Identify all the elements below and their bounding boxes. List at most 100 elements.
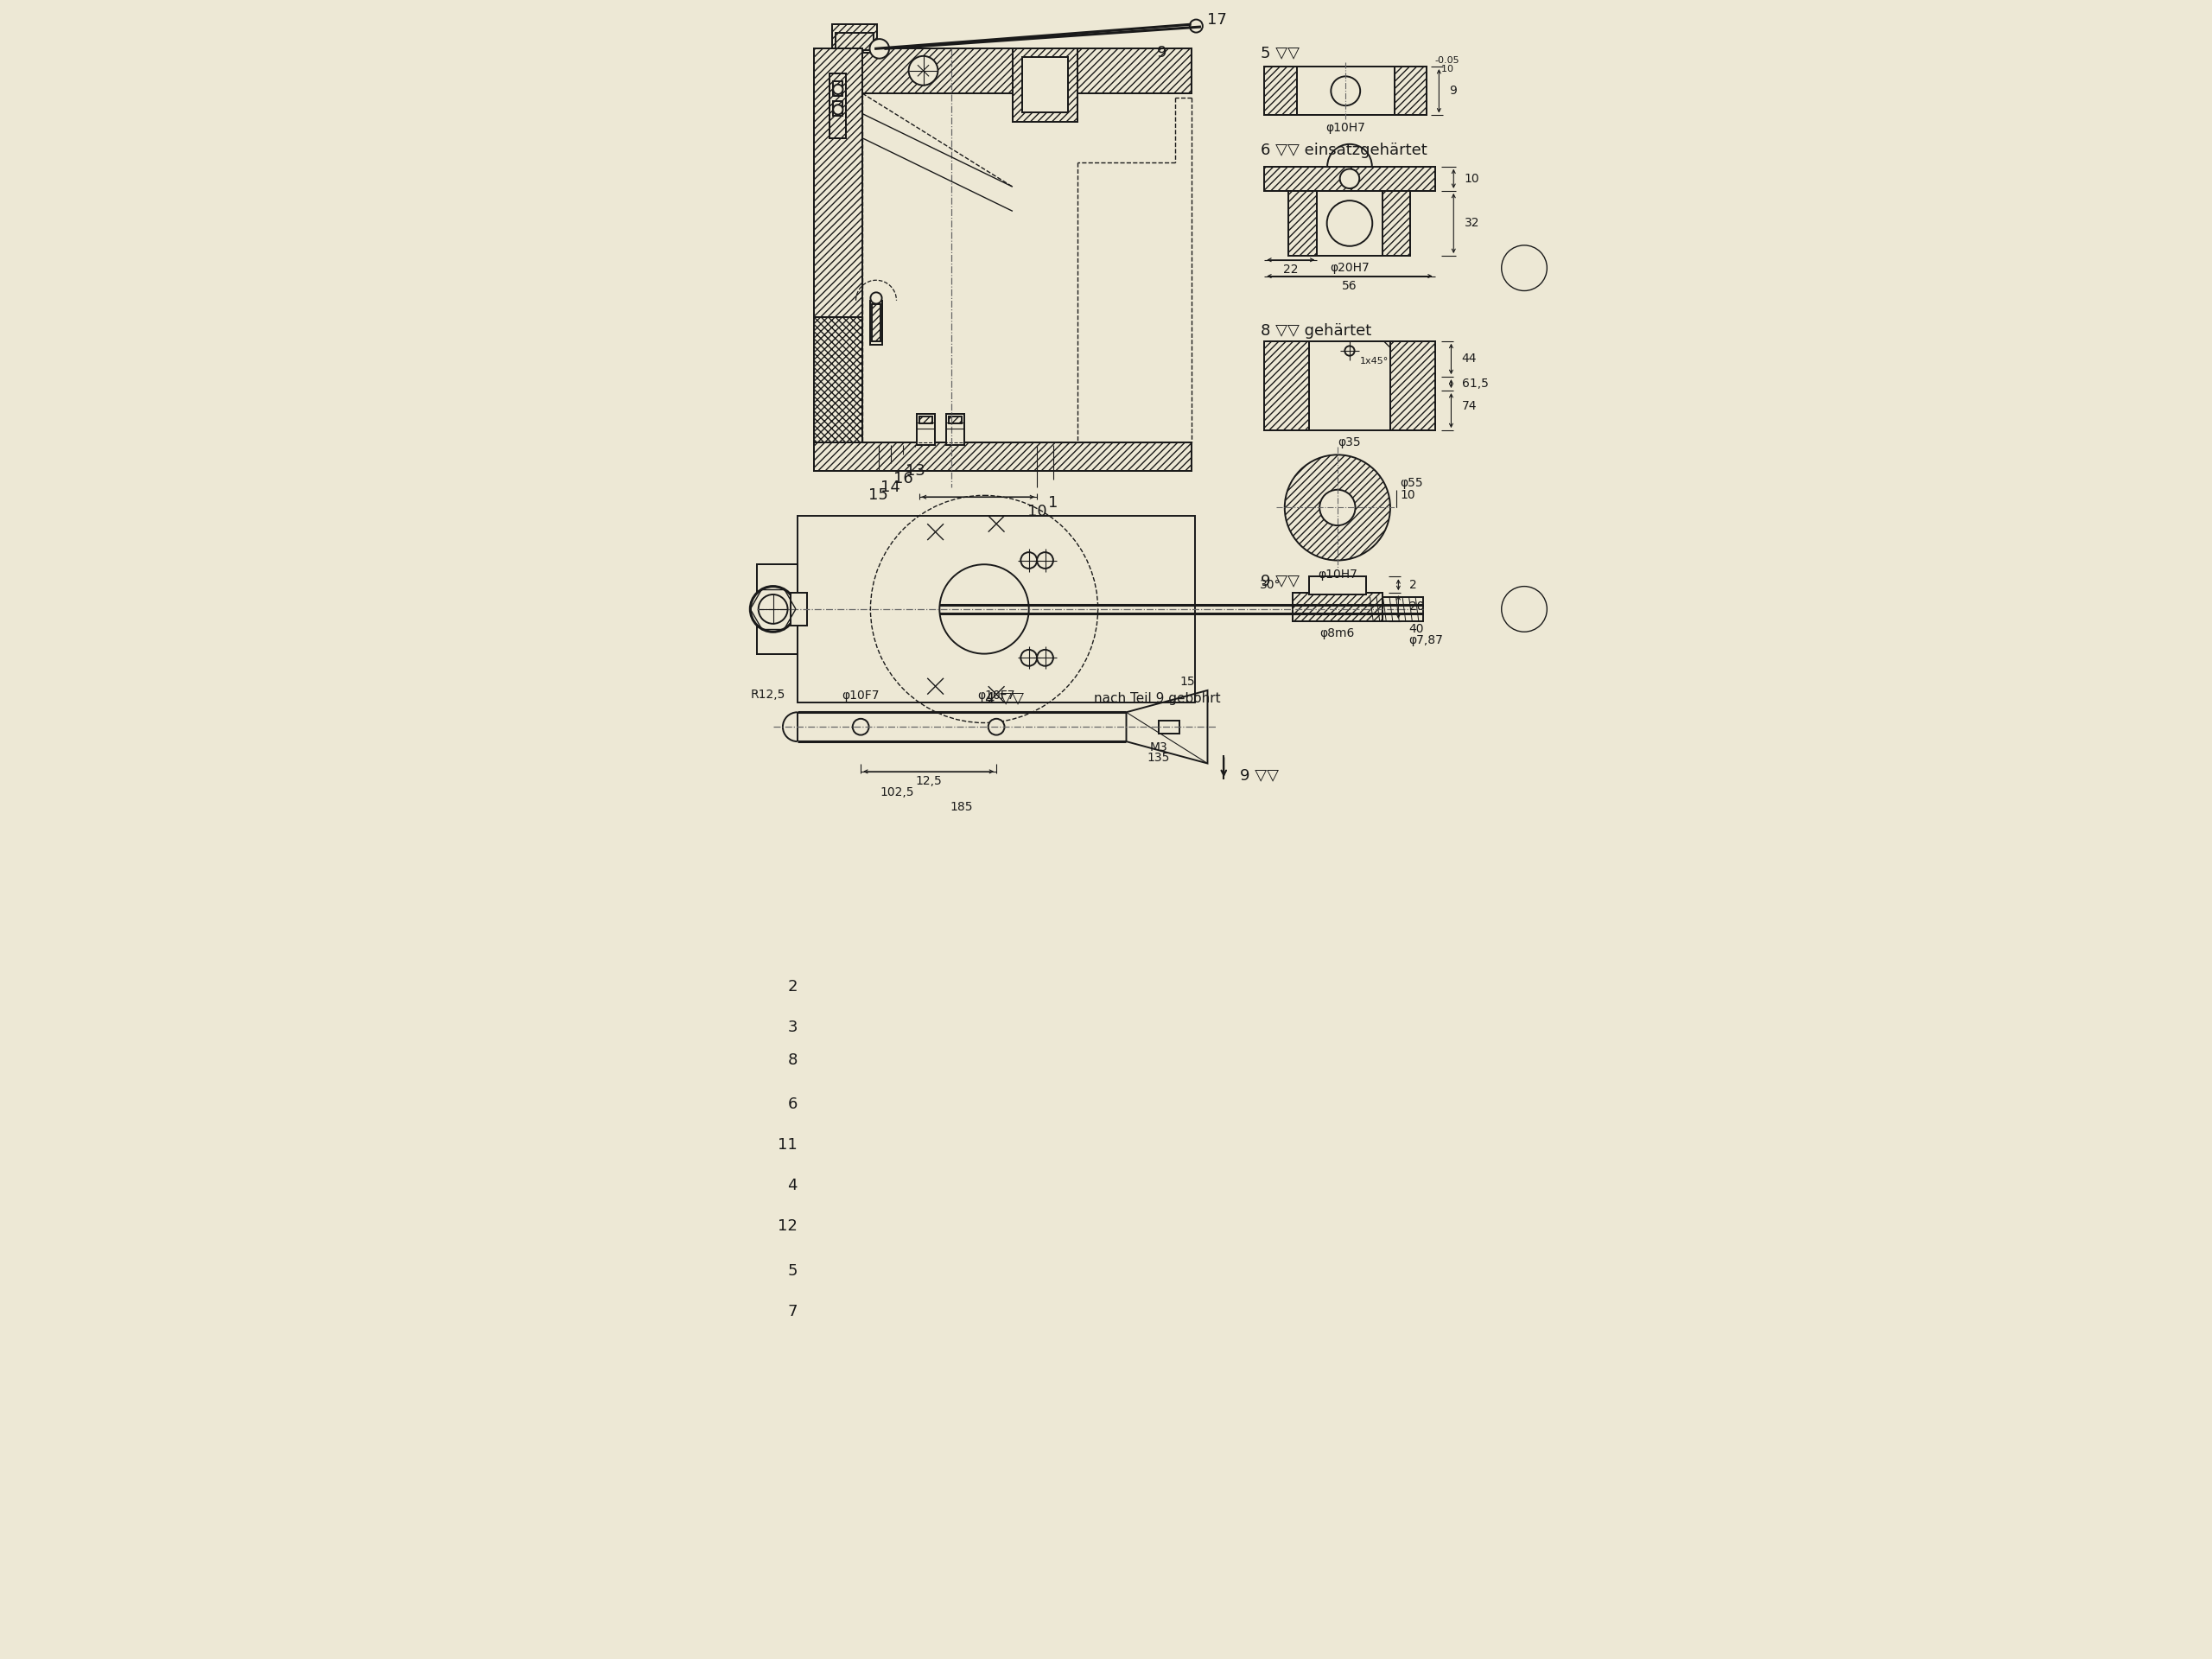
Text: R12,5: R12,5 xyxy=(750,688,785,700)
Text: 2: 2 xyxy=(1409,579,1416,591)
Circle shape xyxy=(1345,347,1354,355)
Bar xyxy=(1296,66,1394,116)
Bar xyxy=(814,443,1192,471)
Bar xyxy=(872,300,883,345)
Text: 10: 10 xyxy=(1026,504,1046,519)
Bar xyxy=(757,564,796,654)
Text: 8 ▽▽ gehärtet: 8 ▽▽ gehärtet xyxy=(1261,324,1371,338)
Circle shape xyxy=(1502,246,1546,290)
Circle shape xyxy=(1340,169,1360,189)
Text: 7: 7 xyxy=(787,1304,796,1319)
Text: 12,5: 12,5 xyxy=(916,775,942,788)
Bar xyxy=(1265,66,1296,116)
Bar xyxy=(1265,66,1296,116)
Text: 15: 15 xyxy=(1179,675,1194,688)
Text: 4: 4 xyxy=(787,1178,796,1193)
Bar xyxy=(834,101,843,116)
Text: 6: 6 xyxy=(787,1097,796,1112)
Text: 9 ▽▽: 9 ▽▽ xyxy=(1261,572,1298,589)
Text: 15: 15 xyxy=(869,488,889,503)
Text: 20: 20 xyxy=(1409,601,1425,612)
Bar xyxy=(1365,597,1422,620)
Text: 74: 74 xyxy=(1462,400,1478,411)
Text: φ20H7: φ20H7 xyxy=(1329,262,1369,274)
Bar xyxy=(1159,720,1179,733)
Bar xyxy=(796,516,1194,702)
Circle shape xyxy=(750,586,796,632)
Bar xyxy=(1022,56,1068,113)
Bar xyxy=(1290,191,1411,255)
Circle shape xyxy=(989,718,1004,735)
Circle shape xyxy=(852,718,869,735)
Text: 5 ▽▽: 5 ▽▽ xyxy=(1261,45,1298,61)
Bar xyxy=(1310,342,1391,430)
Text: 22: 22 xyxy=(1283,264,1298,275)
Bar xyxy=(814,317,863,451)
Text: 14: 14 xyxy=(880,479,900,494)
Circle shape xyxy=(869,38,889,58)
Text: 12: 12 xyxy=(779,1219,796,1234)
Text: 11: 11 xyxy=(779,1138,796,1153)
Text: 3: 3 xyxy=(787,1020,796,1035)
Text: φ10F7: φ10F7 xyxy=(843,690,880,702)
Bar xyxy=(916,415,936,445)
Text: 1x45°: 1x45° xyxy=(1360,357,1389,365)
Text: 32: 32 xyxy=(1464,217,1480,229)
Circle shape xyxy=(1020,650,1037,665)
Bar xyxy=(949,416,962,423)
Bar xyxy=(814,48,863,446)
Text: nach Teil 9 gebohrt: nach Teil 9 gebohrt xyxy=(1093,692,1221,705)
Text: 9: 9 xyxy=(1449,85,1458,96)
Text: 44: 44 xyxy=(1462,353,1478,365)
Text: -0.05: -0.05 xyxy=(1436,56,1460,65)
Bar xyxy=(1265,66,1427,116)
Circle shape xyxy=(1327,201,1371,246)
Circle shape xyxy=(1332,76,1360,106)
Bar xyxy=(1310,342,1391,430)
Bar xyxy=(814,443,1192,471)
Bar xyxy=(1265,342,1436,430)
Text: 10: 10 xyxy=(1436,65,1453,73)
Text: 10: 10 xyxy=(1464,173,1480,184)
Bar xyxy=(832,25,876,53)
Text: 135: 135 xyxy=(1148,752,1170,763)
Text: 5: 5 xyxy=(787,1262,796,1279)
Bar xyxy=(1316,191,1382,255)
Text: φ7,87: φ7,87 xyxy=(1409,634,1444,645)
Bar xyxy=(1394,66,1427,116)
Text: M3: M3 xyxy=(1150,742,1168,753)
Bar xyxy=(1290,191,1316,255)
Bar xyxy=(832,25,876,53)
Circle shape xyxy=(940,564,1029,654)
Circle shape xyxy=(1037,650,1053,665)
Bar xyxy=(792,592,807,625)
Text: 13: 13 xyxy=(905,463,925,478)
Bar xyxy=(1310,577,1365,594)
Text: 61,5: 61,5 xyxy=(1462,377,1489,390)
Circle shape xyxy=(1285,455,1391,561)
Bar xyxy=(1022,56,1068,113)
Bar xyxy=(814,48,863,446)
Text: φ35: φ35 xyxy=(1338,436,1360,448)
Text: 9 ▽▽: 9 ▽▽ xyxy=(1241,768,1279,783)
Bar xyxy=(1159,720,1179,733)
Circle shape xyxy=(834,85,843,95)
Circle shape xyxy=(1020,552,1037,569)
Bar xyxy=(830,73,847,138)
Bar xyxy=(920,416,931,423)
Text: 1: 1 xyxy=(1048,496,1057,511)
Bar xyxy=(836,33,874,50)
Bar xyxy=(814,317,863,451)
Text: 8: 8 xyxy=(787,1052,796,1068)
Bar xyxy=(757,564,796,654)
Text: 4 ▽▽: 4 ▽▽ xyxy=(984,690,1024,707)
Bar xyxy=(1013,48,1077,121)
Bar xyxy=(1290,191,1316,255)
Bar xyxy=(872,300,883,345)
Bar xyxy=(947,415,964,445)
Text: 10: 10 xyxy=(1400,489,1416,501)
Circle shape xyxy=(1037,552,1053,569)
Bar xyxy=(947,415,964,445)
Circle shape xyxy=(759,594,787,624)
Text: 9: 9 xyxy=(1157,45,1168,61)
